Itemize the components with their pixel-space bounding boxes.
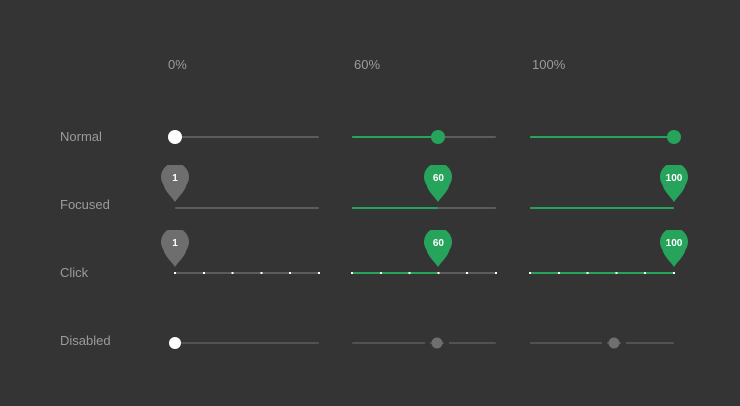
track-gap	[620, 341, 626, 345]
slider-track[interactable]	[175, 136, 319, 138]
pin-icon	[161, 165, 189, 202]
slider-tick-marks	[351, 272, 497, 274]
value-indicator-pin: 60	[424, 165, 453, 203]
pin-icon	[660, 165, 688, 202]
row-label-focused: Focused	[60, 197, 110, 212]
slider-track[interactable]	[175, 207, 319, 209]
value-indicator-pin: 100	[660, 165, 688, 203]
slider-thumb[interactable]	[667, 130, 681, 144]
value-indicator-label: 60	[432, 173, 444, 184]
track-gap	[424, 341, 430, 345]
value-indicator-pin: 60	[424, 230, 453, 268]
value-indicator-label: 100	[665, 238, 683, 249]
value-indicator-pin: 1	[161, 230, 189, 268]
slider-focused-0[interactable]: 1	[161, 165, 319, 209]
slider-active-track	[352, 207, 439, 209]
slider-thumb	[608, 337, 620, 349]
value-indicator-label: 1	[172, 173, 178, 184]
slider-disabled-100	[530, 337, 674, 349]
value-indicator-label: 60	[432, 238, 444, 249]
row-label-click: Click	[60, 265, 89, 280]
slider-disabled-60	[352, 337, 496, 349]
row-label-normal: Normal	[60, 129, 102, 144]
slider-normal-100[interactable]	[530, 130, 681, 144]
value-indicator-label: 100	[665, 173, 683, 184]
slider-active-track	[352, 136, 439, 138]
slider-active-track	[530, 136, 674, 138]
slider-tick-marks	[174, 272, 320, 274]
slider-thumb[interactable]	[168, 130, 182, 144]
slider-normal-0[interactable]	[168, 130, 319, 144]
value-indicator-label: 1	[172, 238, 178, 249]
slider-focused-60[interactable]: 60	[352, 165, 496, 209]
slider-thumb	[431, 337, 443, 349]
row-label-disabled: Disabled	[60, 333, 111, 348]
slider-focused-100[interactable]: 100	[530, 165, 688, 209]
slider-click-60[interactable]: 60	[351, 230, 497, 274]
slider-thumb[interactable]	[431, 130, 446, 144]
slider-tick-marks	[529, 272, 675, 274]
slider-click-100[interactable]: 100	[529, 230, 688, 274]
pin-icon	[660, 230, 688, 267]
track-gap	[443, 341, 449, 345]
value-indicator-pin: 100	[660, 230, 688, 268]
pin-icon	[424, 165, 453, 202]
slider-click-0[interactable]: 1	[161, 230, 320, 274]
slider-track	[175, 342, 319, 344]
slider-thumb	[169, 337, 181, 349]
pin-icon	[161, 230, 189, 267]
slider-track	[352, 342, 496, 344]
slider-active-track	[530, 207, 674, 209]
column-header-0-percent: 0%	[168, 57, 187, 72]
value-indicator-pin: 1	[161, 165, 189, 203]
slider-normal-60[interactable]	[352, 130, 496, 144]
slider-disabled-0	[169, 337, 319, 349]
column-header-100-percent: 100%	[532, 57, 566, 72]
pin-icon	[424, 230, 453, 267]
column-header-60-percent: 60%	[354, 57, 381, 72]
track-gap	[601, 341, 607, 345]
